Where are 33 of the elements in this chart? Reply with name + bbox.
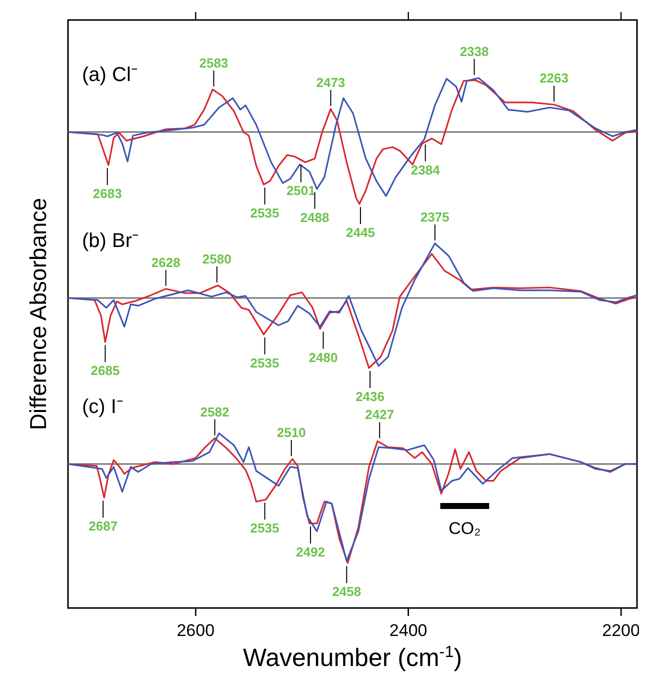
annotation: 2628 <box>151 254 180 270</box>
chart-title: (b) Br⁻ <box>82 230 139 252</box>
annotation: 2445 <box>346 225 375 240</box>
annotation: 2473 <box>316 74 346 90</box>
annotation: 2501 <box>286 183 316 198</box>
annotation: 2685 <box>90 363 120 378</box>
annotation: 2492 <box>296 544 325 560</box>
x-axis-title: Wavenumber (cm$^{-1}$) <box>242 643 462 672</box>
annotation: 2687 <box>88 518 118 534</box>
band-label: CO₂ <box>448 519 481 538</box>
annotation: 2338 <box>460 44 489 59</box>
annotation: 2535 <box>250 206 280 221</box>
chart-title: (a) Cl⁻ <box>82 64 138 86</box>
annotation: 2263 <box>540 70 569 86</box>
annotation: 2458 <box>332 584 362 599</box>
annotation: 2480 <box>308 350 338 365</box>
x-tick-label: 2400 <box>389 621 428 640</box>
annotation: 2510 <box>276 425 306 440</box>
annotation: 2427 <box>365 407 394 422</box>
annotation: 2683 <box>92 186 122 202</box>
annotation: 2582 <box>200 404 230 420</box>
annotation: 2488 <box>300 210 330 225</box>
x-tick-label: 2200 <box>602 621 640 640</box>
y-axis-title: Difference Absorbance <box>25 198 51 430</box>
annotation: 2583 <box>199 56 228 71</box>
annotation: 2375 <box>420 209 450 224</box>
chart-title: (c) I⁻ <box>82 396 124 418</box>
annotation: 2384 <box>410 162 441 178</box>
annotation: 2580 <box>202 251 232 266</box>
annotation: 2535 <box>250 520 280 536</box>
annotation: 2535 <box>250 355 280 370</box>
x-tick-label: 2600 <box>176 621 215 640</box>
annotation: 2436 <box>356 389 385 404</box>
